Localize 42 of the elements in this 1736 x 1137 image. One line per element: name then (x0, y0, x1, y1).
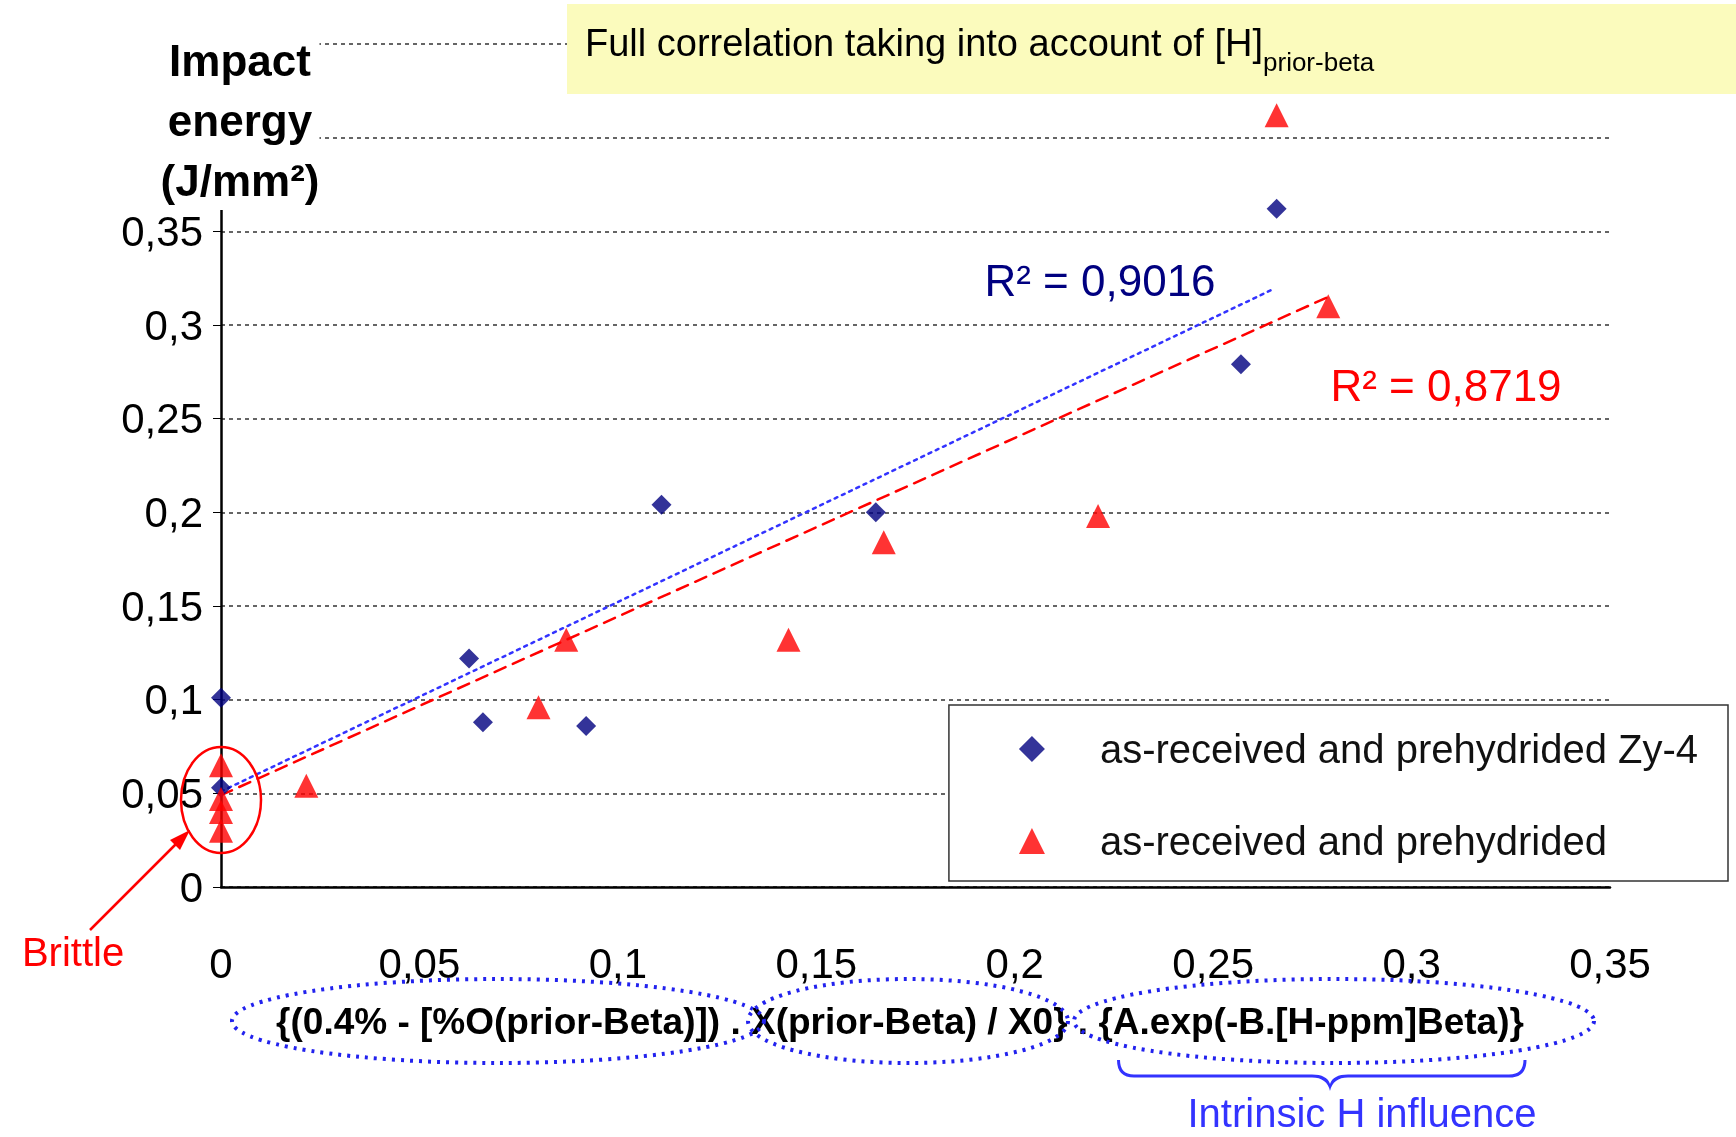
legend-label: as-received and prehydrided (1099, 819, 1607, 863)
y-tick-label: 0,1 (144, 676, 203, 724)
point (1086, 504, 1111, 529)
y-tick-label: 0,3 (144, 301, 203, 349)
point (1264, 103, 1289, 128)
y-tick-label: 0 (179, 863, 203, 911)
x-tick-label: 0,15 (775, 939, 858, 987)
y-tick-label: 0,35 (121, 207, 203, 255)
x-tick-label: 0,25 (1172, 939, 1255, 987)
point (1316, 294, 1341, 319)
y-tick-label: 0,15 (121, 582, 203, 630)
x-tick-label: 0 (209, 939, 233, 987)
y-tick-label: 0,2 (144, 488, 203, 536)
point (871, 530, 896, 555)
x-tick-label: 0,35 (1569, 939, 1651, 987)
x-tick-label: 0,3 (1382, 939, 1441, 987)
chart-title: Full correlation taking into account of [H]$_{prior-beta}$ (585, 22, 1375, 77)
y-tick-label: 0,25 (121, 395, 203, 443)
point (554, 627, 579, 652)
y-axis-title: Impact energy (J/mm²) (160, 35, 320, 205)
x-tick-label: 0,2 (985, 939, 1044, 987)
annotation: R² = 0,9016 (984, 255, 1216, 305)
point (1266, 198, 1287, 219)
point (776, 627, 801, 652)
point (1230, 354, 1251, 375)
point (526, 695, 551, 720)
x-tick-label: 0,1 (588, 939, 648, 987)
point (472, 712, 493, 733)
point (211, 687, 231, 708)
annotation: R² = 0,8719 (1330, 360, 1562, 410)
point (576, 715, 597, 736)
point (209, 818, 233, 843)
legend-label: as-received and prehydrided Zy-4 (1099, 727, 1699, 771)
point (459, 648, 480, 669)
point (651, 494, 672, 515)
point (294, 773, 319, 798)
text: Intrinsic H influence (1187, 1091, 1537, 1135)
point (209, 753, 233, 778)
text: Brittle (21, 930, 125, 974)
point (865, 502, 886, 523)
x-tick-label: 0,05 (378, 939, 461, 987)
point (209, 800, 233, 825)
